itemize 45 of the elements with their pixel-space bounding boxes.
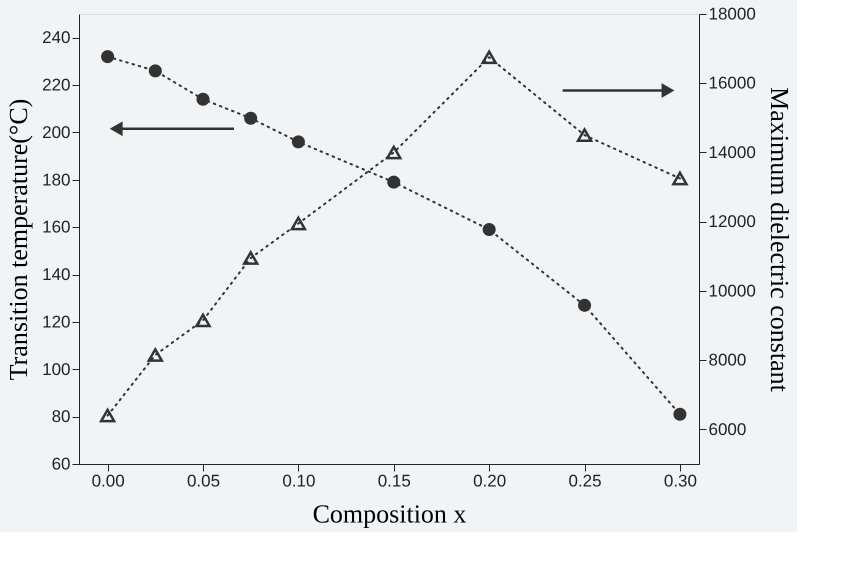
point: [481, 50, 497, 64]
y-tick-label: 140: [42, 265, 70, 284]
y-axis-title: Transition temperature(°C): [4, 98, 34, 380]
point: [386, 146, 402, 160]
x-tick-label: 0.10: [282, 472, 316, 490]
x-tick-label: 0.30: [664, 472, 697, 490]
y-tick-label: 120: [42, 312, 70, 332]
x-tick-label: 0.05: [186, 472, 220, 490]
point: [100, 408, 116, 422]
y2-tick-label: 10000: [708, 281, 756, 300]
point: [292, 135, 305, 148]
point: [195, 313, 211, 328]
y2-tick-label: 14000: [708, 142, 756, 162]
y-tick-label: 200: [42, 122, 70, 142]
point: [576, 128, 592, 142]
point: [196, 92, 210, 106]
y2-tick-label: 18000: [708, 4, 756, 24]
point: [482, 223, 496, 236]
point: [148, 348, 164, 362]
point: [290, 216, 306, 230]
point: [673, 408, 686, 421]
y2-tick-label: 16000: [708, 74, 756, 93]
x-tick-label: 0.00: [92, 472, 125, 490]
y2-tick-label: 8000: [708, 350, 746, 370]
point: [148, 64, 162, 78]
x-axis-title: Composition x: [312, 500, 466, 528]
y-tick-label: 80: [52, 407, 70, 426]
x-tick-label: 0.25: [568, 472, 602, 490]
y2-tick-label: 6000: [708, 420, 746, 439]
point: [101, 50, 114, 64]
point: [244, 112, 258, 125]
y-tick-label: 100: [42, 360, 70, 379]
y-tick-label: 240: [42, 28, 70, 48]
y-tick-label: 60: [52, 454, 70, 474]
y2-tick-label: 12000: [708, 212, 756, 232]
y2-axis-title: Maximum dielectric constant: [764, 87, 794, 393]
point: [578, 298, 592, 312]
x-tick-label: 0.20: [473, 472, 506, 490]
y-tick-label: 160: [42, 218, 70, 237]
point: [672, 172, 688, 186]
point: [387, 176, 400, 189]
y-tick-label: 180: [42, 170, 70, 190]
point: [242, 251, 258, 265]
y-tick-label: 220: [42, 76, 70, 95]
x-tick-label: 0.15: [378, 472, 411, 490]
